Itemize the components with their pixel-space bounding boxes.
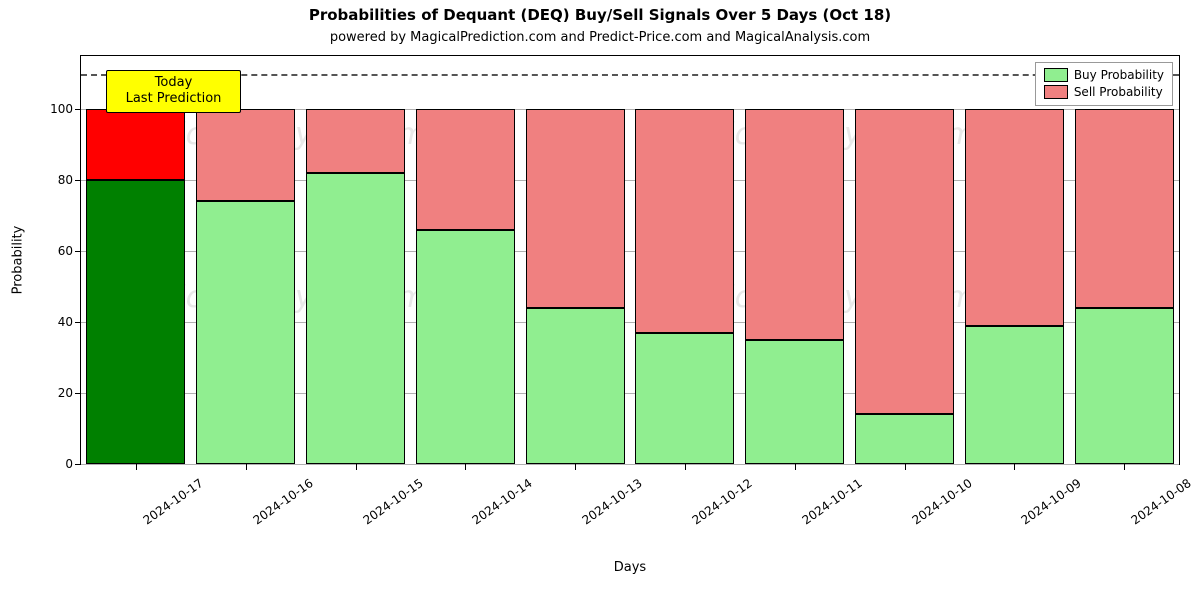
bar-group <box>855 56 954 464</box>
ytick-label: 80 <box>58 173 73 187</box>
bar-sell <box>306 109 405 173</box>
callout-line1: Today <box>117 75 230 91</box>
bar-sell <box>416 109 515 230</box>
xtick-label: 2024-10-12 <box>690 476 755 527</box>
bar-sell <box>86 109 185 180</box>
bar-buy <box>1075 308 1174 464</box>
bar-group <box>196 56 295 464</box>
ytick-mark <box>75 322 81 323</box>
bar-buy <box>855 414 954 464</box>
ytick-label: 20 <box>58 386 73 400</box>
bar-group <box>635 56 734 464</box>
xtick-label: 2024-10-13 <box>580 476 645 527</box>
ytick-label: 60 <box>58 244 73 258</box>
xtick-label: 2024-10-16 <box>250 476 315 527</box>
bar-buy <box>965 326 1064 464</box>
bar-buy <box>526 308 625 464</box>
xtick-label: 2024-10-15 <box>360 476 425 527</box>
xtick-mark <box>465 464 466 470</box>
x-axis-label: Days <box>80 560 1180 575</box>
xtick-label: 2024-10-10 <box>909 476 974 527</box>
xtick-label: 2024-10-14 <box>470 476 535 527</box>
legend: Buy Probability Sell Probability <box>1035 62 1173 106</box>
xtick-label: 2024-10-08 <box>1129 476 1194 527</box>
xtick-mark <box>246 464 247 470</box>
bar-buy <box>196 201 295 464</box>
legend-label: Buy Probability <box>1074 67 1164 84</box>
bar-buy <box>306 173 405 464</box>
xtick-mark <box>1014 464 1015 470</box>
bar-sell <box>526 109 625 308</box>
xtick-mark <box>1124 464 1125 470</box>
today-callout: Today Last Prediction <box>106 70 241 113</box>
bar-group <box>86 56 185 464</box>
legend-item-buy: Buy Probability <box>1044 67 1164 84</box>
bar-sell <box>196 109 295 201</box>
bar-sell <box>1075 109 1174 308</box>
xtick-mark <box>575 464 576 470</box>
figure: Probabilities of Dequant (DEQ) Buy/Sell … <box>0 0 1200 600</box>
bar-group <box>965 56 1064 464</box>
legend-label: Sell Probability <box>1074 84 1163 101</box>
xtick-label: 2024-10-17 <box>141 476 206 527</box>
xtick-mark <box>685 464 686 470</box>
chart-subtitle: powered by MagicalPrediction.com and Pre… <box>0 30 1200 45</box>
ytick-mark <box>75 251 81 252</box>
bar-sell <box>965 109 1064 325</box>
ytick-label: 100 <box>50 102 73 116</box>
bar-group <box>1075 56 1174 464</box>
bar-buy <box>86 180 185 464</box>
bar-group <box>745 56 844 464</box>
legend-swatch-buy <box>1044 68 1068 82</box>
ytick-mark <box>75 109 81 110</box>
xtick-label: 2024-10-09 <box>1019 476 1084 527</box>
ytick-mark <box>75 393 81 394</box>
y-axis-label: Probability <box>11 226 26 295</box>
ytick-mark <box>75 464 81 465</box>
bar-buy <box>416 230 515 464</box>
xtick-mark <box>136 464 137 470</box>
bar-sell <box>855 109 954 414</box>
ytick-label: 40 <box>58 315 73 329</box>
xtick-mark <box>795 464 796 470</box>
bar-sell <box>635 109 734 333</box>
chart-title: Probabilities of Dequant (DEQ) Buy/Sell … <box>0 6 1200 24</box>
legend-swatch-sell <box>1044 85 1068 99</box>
bar-group <box>526 56 625 464</box>
ytick-mark <box>75 180 81 181</box>
legend-item-sell: Sell Probability <box>1044 84 1164 101</box>
plot-area: MagicalAnalysis.com MagicalAnalysis.com … <box>80 55 1180 465</box>
callout-line2: Last Prediction <box>117 91 230 107</box>
xtick-mark <box>356 464 357 470</box>
bar-group <box>306 56 405 464</box>
bar-buy <box>745 340 844 464</box>
xtick-mark <box>905 464 906 470</box>
bar-sell <box>745 109 844 340</box>
bar-buy <box>635 333 734 464</box>
bar-group <box>416 56 515 464</box>
xtick-label: 2024-10-11 <box>799 476 864 527</box>
ytick-label: 0 <box>65 457 73 471</box>
